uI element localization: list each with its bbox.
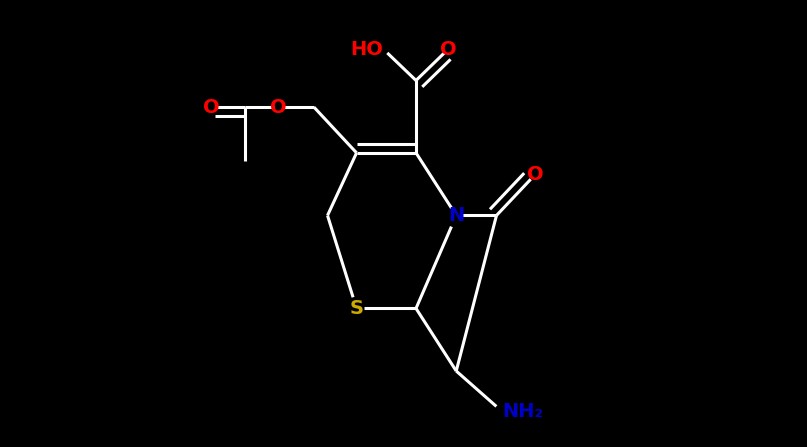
Text: O: O (527, 165, 544, 184)
Text: HO: HO (350, 40, 383, 59)
Text: S: S (349, 299, 364, 318)
Text: NH₂: NH₂ (502, 402, 543, 421)
Text: O: O (440, 40, 457, 59)
Text: O: O (270, 98, 286, 117)
Text: N: N (448, 206, 464, 225)
Text: O: O (203, 98, 220, 117)
